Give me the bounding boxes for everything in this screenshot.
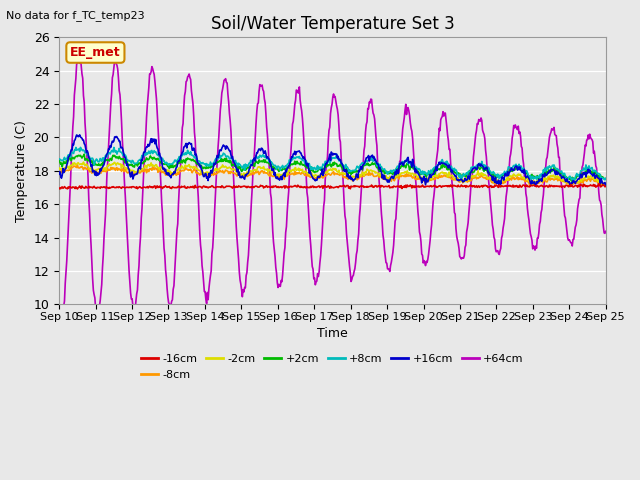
- Legend: -16cm, -8cm, -2cm, +2cm, +8cm, +16cm, +64cm: -16cm, -8cm, -2cm, +2cm, +8cm, +16cm, +6…: [137, 350, 528, 384]
- Y-axis label: Temperature (C): Temperature (C): [15, 120, 28, 222]
- Text: No data for f_TC_temp23: No data for f_TC_temp23: [6, 10, 145, 21]
- Text: EE_met: EE_met: [70, 46, 121, 59]
- X-axis label: Time: Time: [317, 327, 348, 340]
- Title: Soil/Water Temperature Set 3: Soil/Water Temperature Set 3: [211, 15, 454, 33]
